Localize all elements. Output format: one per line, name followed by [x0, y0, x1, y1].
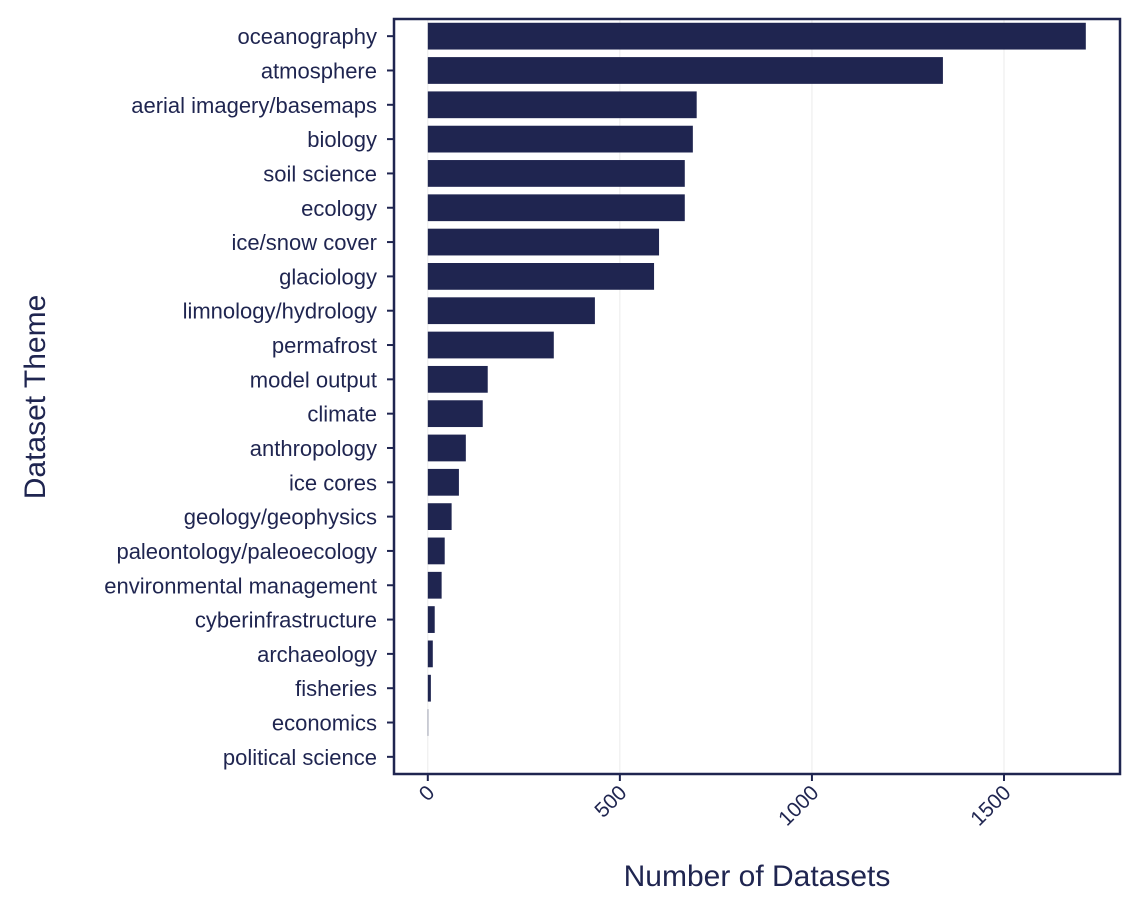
- y-tick-label: economics: [272, 711, 377, 736]
- y-tick-label: ice cores: [289, 470, 377, 495]
- y-tick-label: limnology/hydrology: [183, 299, 377, 324]
- bar: [427, 468, 459, 496]
- y-tick-label: atmosphere: [261, 58, 377, 83]
- bar: [427, 571, 442, 599]
- y-tick-label: fisheries: [295, 676, 377, 701]
- bar: [427, 365, 488, 393]
- y-tick-label: climate: [307, 402, 377, 427]
- y-tick-label: archaeology: [257, 642, 377, 667]
- y-tick-label: aerial imagery/basemaps: [131, 93, 377, 118]
- x-tick-label: 0: [415, 781, 440, 806]
- bar: [427, 228, 660, 256]
- bar: [427, 434, 466, 462]
- bar: [427, 194, 685, 222]
- y-tick-label: model output: [250, 367, 377, 392]
- x-axis-title: Number of Datasets: [624, 860, 891, 893]
- bar: [427, 400, 483, 428]
- y-tick-label: permafrost: [272, 333, 377, 358]
- y-tick-label: ecology: [301, 196, 377, 221]
- y-axis-title: Dataset Theme: [19, 295, 52, 500]
- bar: [427, 91, 697, 119]
- bar: [427, 640, 433, 668]
- bar: [427, 606, 435, 633]
- bar: [427, 331, 554, 359]
- x-tick-label: 500: [590, 781, 631, 822]
- x-tick-label: 1500: [966, 781, 1015, 830]
- bar: [427, 57, 943, 84]
- y-tick-label: geology/geophysics: [184, 505, 377, 530]
- y-tick-label: paleontology/paleoecology: [116, 539, 377, 564]
- y-tick-label: biology: [307, 127, 377, 152]
- bar: [427, 537, 445, 565]
- panel-border: [392, 17, 1122, 776]
- y-tick-label: oceanography: [238, 24, 377, 49]
- bar: [427, 22, 1086, 50]
- bar: [427, 263, 655, 290]
- bar: [427, 503, 452, 530]
- x-tick-label: 1000: [774, 781, 823, 830]
- bar: [427, 125, 693, 153]
- y-tick-label: environmental management: [104, 573, 377, 598]
- y-tick-label: ice/snow cover: [231, 230, 377, 255]
- bar: [427, 674, 431, 702]
- y-tick-label: glaciology: [279, 264, 377, 289]
- y-tick-label: anthropology: [250, 436, 377, 461]
- y-tick-label: cyberinfrastructure: [195, 608, 377, 633]
- bar: [427, 297, 595, 325]
- bar: [427, 160, 685, 187]
- y-tick-label: political science: [223, 745, 377, 770]
- y-tick-label: soil science: [263, 161, 377, 186]
